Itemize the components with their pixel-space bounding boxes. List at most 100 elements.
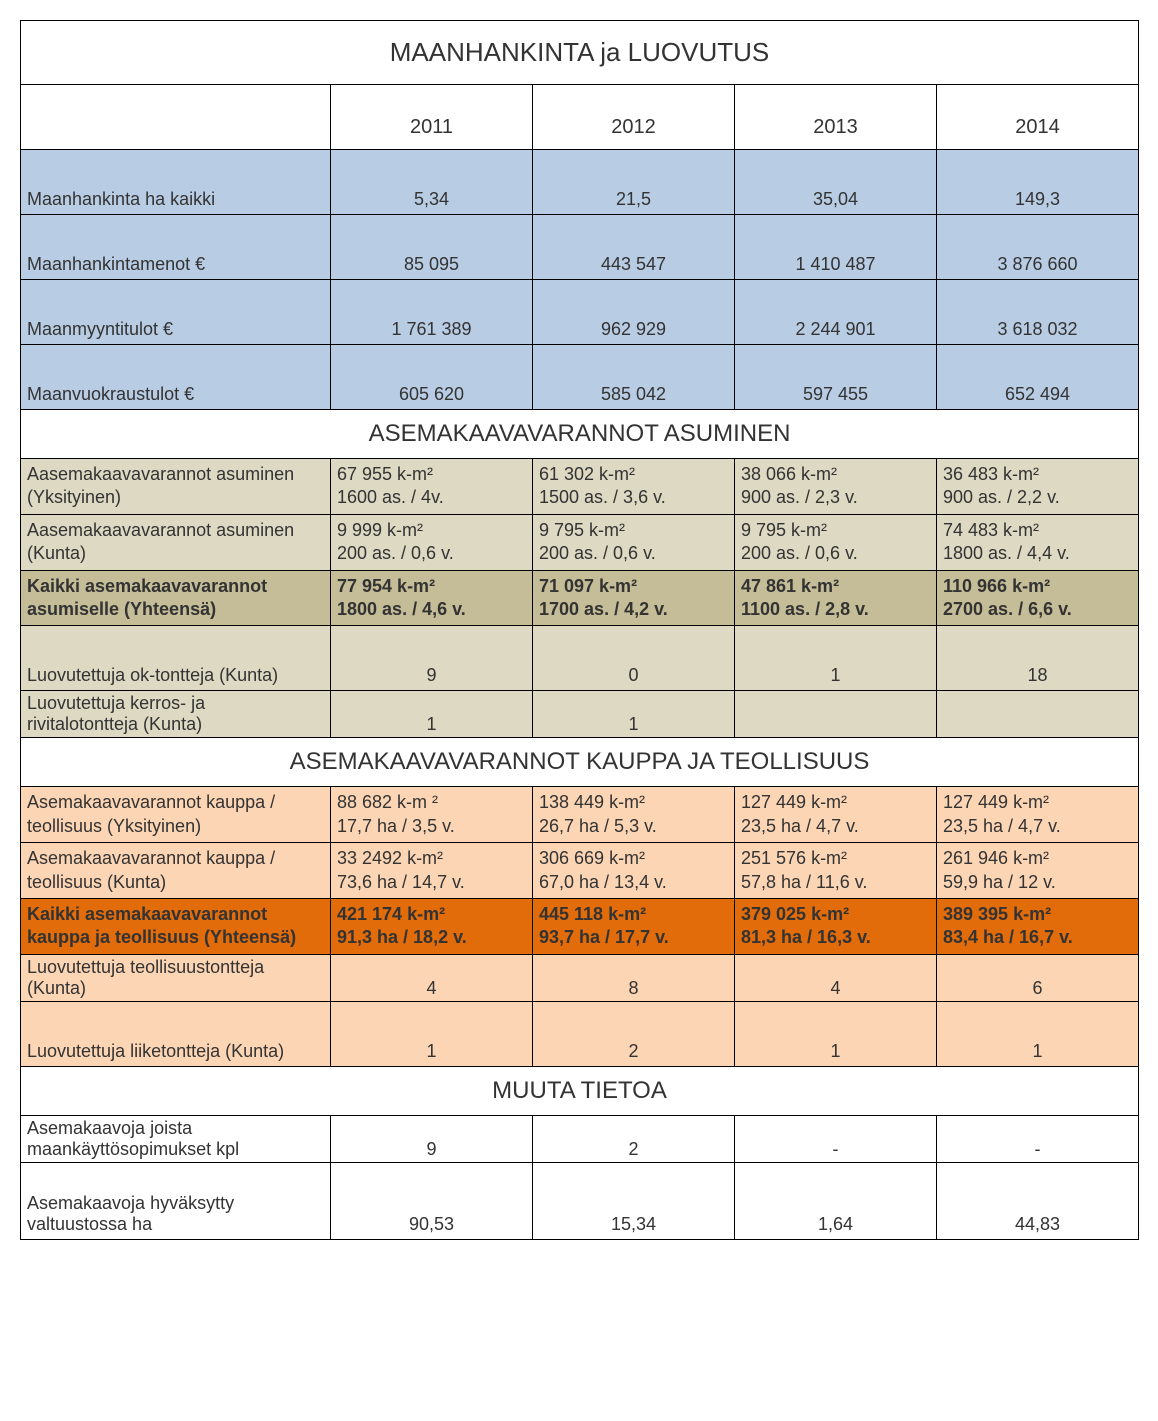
section2-row: Aasemakaavavarannot asuminen(Kunta)9 999… bbox=[21, 514, 1139, 570]
row-value: 3 618 032 bbox=[937, 280, 1139, 345]
row-value: 74 483 k-m²1800 as. / 4,4 v. bbox=[937, 514, 1139, 570]
row-value: 149,3 bbox=[937, 150, 1139, 215]
section2-title-row: ASEMAKAAVAVARANNOT ASUMINEN bbox=[21, 410, 1139, 459]
section1-row: Maanhankintamenot €85 095443 5471 410 48… bbox=[21, 215, 1139, 280]
row-value: 597 455 bbox=[735, 345, 937, 410]
row-value: 1 bbox=[331, 691, 533, 738]
row-value: 962 929 bbox=[533, 280, 735, 345]
year-header-blank bbox=[21, 85, 331, 150]
row-label: Luovutettuja liiketontteja (Kunta) bbox=[21, 1001, 331, 1066]
row-value: 110 966 k-m²2700 as. / 6,6 v. bbox=[937, 570, 1139, 626]
row-value: - bbox=[735, 1115, 937, 1162]
row-value: 44,83 bbox=[937, 1162, 1139, 1239]
row-value: 21,5 bbox=[533, 150, 735, 215]
row-value: 652 494 bbox=[937, 345, 1139, 410]
row-value: 18 bbox=[937, 626, 1139, 691]
row-value: 90,53 bbox=[331, 1162, 533, 1239]
row-value: - bbox=[937, 1115, 1139, 1162]
row-value: 4 bbox=[735, 954, 937, 1001]
row-value: 1,64 bbox=[735, 1162, 937, 1239]
row-value: 127 449 k-m²23,5 ha / 4,7 v. bbox=[937, 787, 1139, 843]
row-value: 585 042 bbox=[533, 345, 735, 410]
row-value: 445 118 k-m²93,7 ha / 17,7 v. bbox=[533, 898, 735, 954]
row-value: 5,34 bbox=[331, 150, 533, 215]
section3-row: Asemakaavavarannot kauppa /teollisuus (Y… bbox=[21, 787, 1139, 843]
row-value: 1 bbox=[735, 1001, 937, 1066]
year-header-row: 2011 2012 2013 2014 bbox=[21, 85, 1139, 150]
section4-row: Asemakaavoja hyväksyttyvaltuustossa ha90… bbox=[21, 1162, 1139, 1239]
section1-row: Maanhankinta ha kaikki5,3421,535,04149,3 bbox=[21, 150, 1139, 215]
row-value: 85 095 bbox=[331, 215, 533, 280]
row-value: 379 025 k-m²81,3 ha / 16,3 v. bbox=[735, 898, 937, 954]
row-value: 1 bbox=[735, 626, 937, 691]
row-label: Maanhankintamenot € bbox=[21, 215, 331, 280]
row-value: 8 bbox=[533, 954, 735, 1001]
row-value: 127 449 k-m²23,5 ha / 4,7 v. bbox=[735, 787, 937, 843]
year-2011: 2011 bbox=[331, 85, 533, 150]
row-value bbox=[937, 691, 1139, 738]
section4-title-row: MUUTA TIETOA bbox=[21, 1066, 1139, 1115]
row-value: 389 395 k-m²83,4 ha / 16,7 v. bbox=[937, 898, 1139, 954]
row-label: Maanmyyntitulot € bbox=[21, 280, 331, 345]
row-value: 15,34 bbox=[533, 1162, 735, 1239]
row-value: 61 302 k-m²1500 as. / 3,6 v. bbox=[533, 459, 735, 515]
row-label: Asemakaavoja joistamaankäyttösopimukset … bbox=[21, 1115, 331, 1162]
year-2012: 2012 bbox=[533, 85, 735, 150]
row-value: 47 861 k-m²1100 as. / 2,8 v. bbox=[735, 570, 937, 626]
row-label: Maanvuokraustulot € bbox=[21, 345, 331, 410]
row-value: 38 066 k-m²900 as. / 2,3 v. bbox=[735, 459, 937, 515]
row-value bbox=[735, 691, 937, 738]
row-label: Aasemakaavavarannot asuminen(Kunta) bbox=[21, 514, 331, 570]
row-value: 71 097 k-m²1700 as. / 4,2 v. bbox=[533, 570, 735, 626]
row-label: Kaikki asemakaavavarannotkauppa ja teoll… bbox=[21, 898, 331, 954]
row-value: 1 bbox=[937, 1001, 1139, 1066]
row-value: 9 999 k-m²200 as. / 0,6 v. bbox=[331, 514, 533, 570]
row-value: 138 449 k-m²26,7 ha / 5,3 v. bbox=[533, 787, 735, 843]
row-value: 1 bbox=[533, 691, 735, 738]
row-value: 2 bbox=[533, 1115, 735, 1162]
row-value: 9 bbox=[331, 1115, 533, 1162]
row-label: Maanhankinta ha kaikki bbox=[21, 150, 331, 215]
row-value: 2 244 901 bbox=[735, 280, 937, 345]
row-label: Luovutettuja kerros- jarivitalotontteja … bbox=[21, 691, 331, 738]
table-title: MAANHANKINTA ja LUOVUTUS bbox=[21, 21, 1139, 85]
row-value: 306 669 k-m²67,0 ha / 13,4 v. bbox=[533, 843, 735, 899]
section3-simple-row: Luovutettuja teollisuustontteja(Kunta) 48… bbox=[21, 954, 1139, 1001]
section2-row: Aasemakaavavarannot asuminen(Yksityinen)… bbox=[21, 459, 1139, 515]
section2-simple-row: Luovutettuja kerros- jarivitalotontteja … bbox=[21, 691, 1139, 738]
section4-title: MUUTA TIETOA bbox=[21, 1066, 1139, 1115]
section3-simple-row: Luovutettuja liiketontteja (Kunta)1211 bbox=[21, 1001, 1139, 1066]
section2-row: Kaikki asemakaavavarannotasumiselle (Yht… bbox=[21, 570, 1139, 626]
row-value: 2 bbox=[533, 1001, 735, 1066]
row-label: Luovutettuja ok-tontteja (Kunta) bbox=[21, 626, 331, 691]
row-value: 88 682 k-m ²17,7 ha / 3,5 v. bbox=[331, 787, 533, 843]
row-label: Kaikki asemakaavavarannotasumiselle (Yht… bbox=[21, 570, 331, 626]
row-value: 605 620 bbox=[331, 345, 533, 410]
row-value: 9 795 k-m²200 as. / 0,6 v. bbox=[533, 514, 735, 570]
section3-row: Kaikki asemakaavavarannotkauppa ja teoll… bbox=[21, 898, 1139, 954]
row-value: 261 946 k-m²59,9 ha / 12 v. bbox=[937, 843, 1139, 899]
row-value: 1 761 389 bbox=[331, 280, 533, 345]
row-value: 67 955 k-m²1600 as. / 4v. bbox=[331, 459, 533, 515]
row-value: 443 547 bbox=[533, 215, 735, 280]
row-label: Asemakaavavarannot kauppa /teollisuus (K… bbox=[21, 843, 331, 899]
section2-simple-row: Luovutettuja ok-tontteja (Kunta)90118 bbox=[21, 626, 1139, 691]
row-value: 33 2492 k-m²73,6 ha / 14,7 v. bbox=[331, 843, 533, 899]
section3-title: ASEMAKAAVAVARANNOT KAUPPA JA TEOLLISUUS bbox=[21, 738, 1139, 787]
section2-title: ASEMAKAAVAVARANNOT ASUMINEN bbox=[21, 410, 1139, 459]
row-value: 9 bbox=[331, 626, 533, 691]
section1-row: Maanmyyntitulot €1 761 389962 9292 244 9… bbox=[21, 280, 1139, 345]
row-value: 36 483 k-m²900 as. / 2,2 v. bbox=[937, 459, 1139, 515]
table-title-row: MAANHANKINTA ja LUOVUTUS bbox=[21, 21, 1139, 85]
row-value: 3 876 660 bbox=[937, 215, 1139, 280]
section3-title-row: ASEMAKAAVAVARANNOT KAUPPA JA TEOLLISUUS bbox=[21, 738, 1139, 787]
row-value: 35,04 bbox=[735, 150, 937, 215]
section4-row: Asemakaavoja joistamaankäyttösopimukset … bbox=[21, 1115, 1139, 1162]
row-label: Asemakaavoja hyväksyttyvaltuustossa ha bbox=[21, 1162, 331, 1239]
year-2014: 2014 bbox=[937, 85, 1139, 150]
row-value: 421 174 k-m²91,3 ha / 18,2 v. bbox=[331, 898, 533, 954]
section3-row: Asemakaavavarannot kauppa /teollisuus (K… bbox=[21, 843, 1139, 899]
row-label: Luovutettuja teollisuustontteja(Kunta) bbox=[21, 954, 331, 1001]
row-value: 9 795 k-m²200 as. / 0,6 v. bbox=[735, 514, 937, 570]
row-label: Asemakaavavarannot kauppa /teollisuus (Y… bbox=[21, 787, 331, 843]
